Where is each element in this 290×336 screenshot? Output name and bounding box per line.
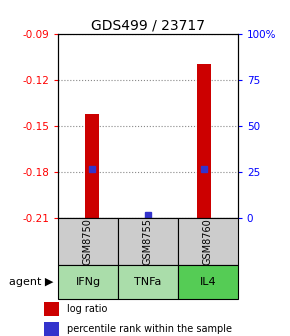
Text: IFNg: IFNg (75, 277, 101, 287)
Title: GDS499 / 23717: GDS499 / 23717 (91, 18, 205, 33)
Text: agent ▶: agent ▶ (9, 277, 53, 287)
Text: GSM8755: GSM8755 (143, 218, 153, 265)
Bar (118, 265, 178, 299)
Bar (178, 218, 238, 265)
Text: GSM8750: GSM8750 (83, 218, 93, 265)
Bar (44, 302, 59, 316)
Bar (118, 218, 178, 265)
Bar (58, 265, 118, 299)
Bar (44, 322, 59, 336)
Bar (85, 114, 99, 218)
Text: IL4: IL4 (200, 277, 216, 287)
Bar (58, 218, 118, 265)
Text: log ratio: log ratio (67, 304, 107, 314)
Text: percentile rank within the sample: percentile rank within the sample (67, 324, 232, 334)
Bar (178, 265, 238, 299)
Text: TNFa: TNFa (134, 277, 162, 287)
Bar (197, 65, 211, 218)
Text: GSM8760: GSM8760 (203, 218, 213, 265)
